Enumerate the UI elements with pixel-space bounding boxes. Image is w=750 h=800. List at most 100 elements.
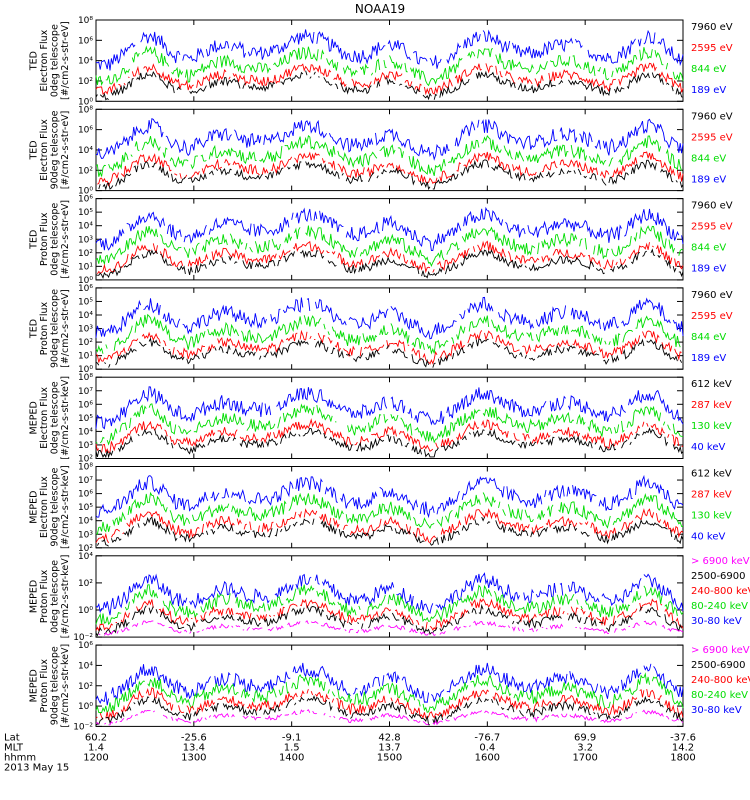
y-axis-label: MEPED Proton Flux 90deg telescope [#/cm2-s-… xyxy=(28,644,71,728)
y-tick-label: 10³ xyxy=(78,235,93,245)
legend-entry: 2595 eV xyxy=(691,43,733,54)
y-axis-label: MEPED Proton Flux 0deg telescope [#/cm2-s-s… xyxy=(28,555,71,639)
legend-entry: 80-240 keV xyxy=(691,601,748,612)
y-tick-label: 10⁴ xyxy=(78,517,93,527)
y-tick-label: 10⁰ xyxy=(78,702,93,712)
y-tick-label: 10² xyxy=(78,166,93,176)
legend-entry: 2500-6900 xyxy=(691,660,746,671)
legend-entry: 612 keV xyxy=(691,379,732,390)
series-trace xyxy=(97,151,684,187)
y-axis-label-line: MEPED xyxy=(28,669,39,702)
panel-8: 10⁻² 10⁰ 10² 10⁴ 10⁶ MEPED Proton Flux 90deg te… xyxy=(28,641,750,732)
legend-entry: 844 eV xyxy=(691,64,726,75)
y-tick-label: 10⁷ xyxy=(78,476,93,486)
legend-entry: > 6900 keV xyxy=(691,645,750,656)
series-trace xyxy=(95,45,684,87)
series-trace xyxy=(98,619,684,637)
legend-entry: 844 eV xyxy=(691,332,726,343)
panel-2: 10⁰ 10² 10⁴ 10⁶ 10⁸ TED Electron Flux 90deg tel… xyxy=(28,105,733,196)
series-trace xyxy=(95,70,684,101)
figure-title: NOAA19 xyxy=(355,2,405,16)
series-trace xyxy=(95,572,684,616)
time-axis-value: 1800 xyxy=(670,752,695,763)
y-axis-label-line: [#/cm2-s-str-keV] xyxy=(60,376,71,460)
series-trace xyxy=(95,403,684,446)
y-tick-label: 10⁸ xyxy=(78,463,93,473)
series-trace xyxy=(95,386,684,430)
y-tick-label: 10⁴ xyxy=(78,57,93,67)
time-axis-row-label: MLT xyxy=(4,742,24,753)
time-axis-value: 1.5 xyxy=(284,742,300,753)
series-trace xyxy=(95,206,684,252)
panels: 10⁰ 10² 10⁴ 10⁶ 10⁸ TED Electron Flux 0deg tele… xyxy=(28,16,750,732)
y-axis-label-line: 90deg telescope xyxy=(49,468,60,547)
legend-entry: 287 keV xyxy=(691,400,732,411)
series-trace xyxy=(95,62,684,96)
y-axis-label-line: MEPED xyxy=(28,401,39,434)
time-axis-table: Lat 60.2 -25.6 -9.1 42.8 -76.7 69.9 -37.6 MLT 1.4… xyxy=(4,732,696,773)
series-trace xyxy=(95,329,682,365)
time-axis-value: 1700 xyxy=(572,752,597,763)
y-tick-label: 10² xyxy=(78,455,93,465)
series-trace xyxy=(95,662,684,706)
y-tick-label: 10⁶ xyxy=(78,36,93,46)
y-tick-label: 10⁴ xyxy=(78,222,93,232)
legend-entry: 612 keV xyxy=(691,469,732,480)
time-axis-row-label: hhmm xyxy=(4,752,36,763)
y-axis-label-line: Electron Flux xyxy=(39,119,50,181)
series-trace xyxy=(95,508,684,544)
series-trace xyxy=(97,240,684,275)
y-axis-label-line: [#/cm2-s-str-eV] xyxy=(60,21,71,100)
y-axis-label-line: Electron Flux xyxy=(39,387,50,449)
y-tick-label: 10⁶ xyxy=(78,126,93,136)
y-tick-label: 10² xyxy=(78,579,93,589)
time-axis-value: 14.2 xyxy=(672,742,694,753)
y-tick-label: 10⁵ xyxy=(78,297,93,307)
time-axis-value: -9.1 xyxy=(282,732,302,743)
time-axis-value: 3.2 xyxy=(577,742,593,753)
y-tick-label: 10⁵ xyxy=(78,208,93,218)
y-tick-label: 10³ xyxy=(78,441,93,451)
panel-3: 10⁰ 10¹ 10² 10³ 10⁴ 10⁵ 10⁶ TED Proton Flux 0deg … xyxy=(28,195,733,286)
y-axis-label: TED Electron Flux 0deg telescope [#/cm2-s-s… xyxy=(28,21,71,100)
y-axis-label-line: TED xyxy=(28,140,39,160)
y-tick-label: 10⁷ xyxy=(78,387,93,397)
time-axis-value: 1600 xyxy=(475,752,500,763)
panel-7: 10⁻² 10⁰ 10² 10⁴ MEPED Proton Flux 0deg telesc… xyxy=(28,552,750,643)
legend-entry: 844 eV xyxy=(691,153,726,164)
series-trace xyxy=(95,296,684,340)
y-axis-label-line: Electron Flux xyxy=(39,476,50,538)
time-axis-value: 13.4 xyxy=(183,742,205,753)
y-axis-label-line: [#/cm2-s-str-keV] xyxy=(60,644,71,728)
y-tick-label: 10³ xyxy=(78,325,93,335)
legend-entry: 130 keV xyxy=(691,421,732,432)
y-tick-label: 10⁵ xyxy=(78,503,93,513)
y-tick-label: 10² xyxy=(78,249,93,259)
series-trace xyxy=(95,709,684,726)
y-tick-label: 10⁸ xyxy=(78,16,93,26)
y-tick-label: 10⁻² xyxy=(73,722,93,732)
legend-entry: 240-800 keV xyxy=(691,675,750,686)
y-axis-label-line: [#/cm2-s-str-eV] xyxy=(60,111,71,190)
y-axis-label-line: TED xyxy=(28,230,39,250)
legend-entry: 7960 eV xyxy=(691,111,733,122)
y-axis-label-line: 90deg telescope xyxy=(49,110,60,189)
series-trace xyxy=(96,491,684,535)
y-tick-label: 10¹ xyxy=(78,352,93,362)
time-axis-value: 1400 xyxy=(279,752,304,763)
series-trace xyxy=(95,225,684,267)
y-axis-label-line: [#/cm2-s-str-keV] xyxy=(60,555,71,639)
y-axis-label-line: Proton Flux xyxy=(39,659,50,713)
y-axis-label-line: [#/cm2-s-str-eV] xyxy=(60,289,71,368)
legend-entry: 2500-6900 xyxy=(691,571,746,582)
y-tick-label: 10⁸ xyxy=(78,105,93,115)
time-axis-value: 1500 xyxy=(377,752,402,763)
y-axis-label-line: TED xyxy=(28,319,39,339)
time-axis-value: -25.6 xyxy=(181,732,207,743)
panel-1: 10⁰ 10² 10⁴ 10⁶ 10⁸ TED Electron Flux 0deg tele… xyxy=(28,16,733,107)
series-trace xyxy=(95,418,684,454)
legend-entry: 7960 eV xyxy=(691,290,733,301)
time-axis-value: 1300 xyxy=(181,752,206,763)
time-axis-value: 13.7 xyxy=(378,742,400,753)
panel-6: 10² 10³ 10⁴ 10⁵ 10⁶ 10⁷ 10⁸ MEPED Electron Flux 9… xyxy=(28,463,732,554)
